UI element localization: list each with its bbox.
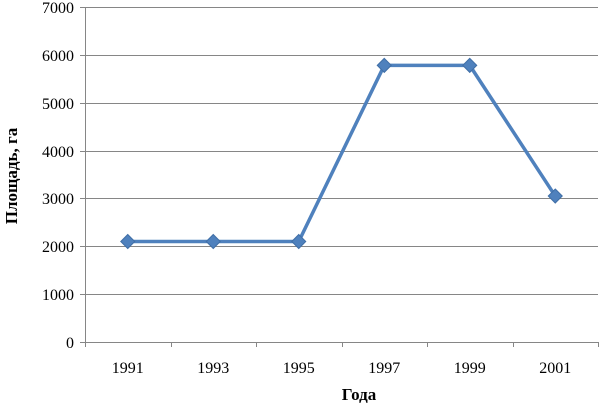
x-tick-labels: 1991 1993 1995 1997 1999 2001: [112, 360, 572, 377]
data-point-1995: [291, 233, 307, 250]
data-point-1997: [376, 57, 392, 74]
x-tick-label: 1991: [112, 360, 144, 377]
axes: [80, 7, 599, 347]
x-tick-label: 1999: [454, 360, 486, 377]
x-axis-title: Года: [342, 385, 377, 404]
data-point-1991: [120, 233, 136, 250]
data-point-1999: [462, 57, 478, 74]
y-tick-label: 1000: [42, 287, 74, 304]
x-tick-label: 2001: [539, 360, 571, 377]
x-tick-label: 1993: [197, 360, 229, 377]
y-tick-label: 2000: [42, 239, 74, 256]
x-tick-label: 1997: [368, 360, 400, 377]
y-tick-label: 3000: [42, 191, 74, 208]
series-line: [126, 63, 557, 244]
x-tick-label: 1995: [283, 360, 315, 377]
y-tick-label: 5000: [42, 96, 74, 113]
y-tick-label: 7000: [42, 0, 74, 17]
y-tick-labels: 0 1000 2000 3000 4000 5000 6000 7000: [42, 0, 74, 352]
y-axis-title: Площадь, га: [2, 127, 21, 224]
series-layer: [120, 57, 563, 250]
y-tick-label: 0: [66, 335, 74, 352]
y-tick-label: 6000: [42, 48, 74, 65]
gridlines: [85, 7, 598, 295]
y-tick-label: 4000: [42, 144, 74, 161]
data-point-1993: [205, 233, 221, 250]
data-point-2001: [547, 188, 563, 204]
